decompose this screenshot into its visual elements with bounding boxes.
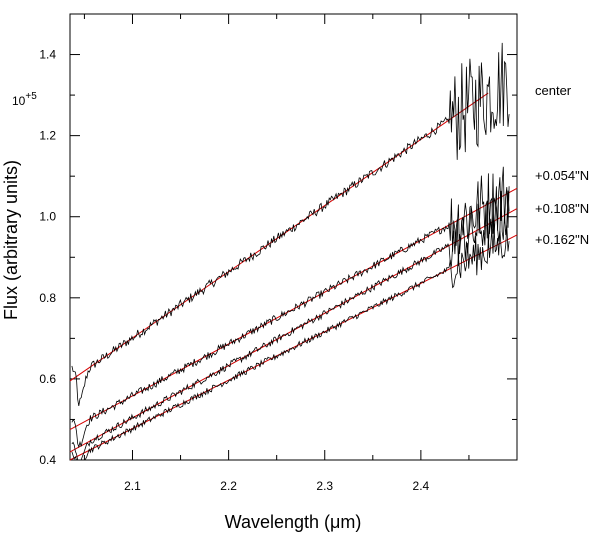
y-multiplier: 10+5 (12, 91, 37, 108)
y-tick-label: 0.8 (39, 291, 56, 305)
y-multiplier-base: 10 (12, 94, 26, 108)
x-tick-label: 2.1 (124, 479, 141, 493)
y-multiplier-exponent: +5 (25, 91, 37, 102)
x-tick-label: 2.3 (316, 479, 333, 493)
axis-tick-labels: 2.1 2.2 2.3 2.4 0.4 0.6 0.8 1.0 1.2 1.4 (39, 48, 429, 493)
y-axis-title: Flux (arbitrary units) (1, 160, 21, 320)
series-labels: center +0.054"N +0.108"N +0.162"N (535, 83, 589, 247)
series-label-0.108N: +0.108"N (535, 201, 589, 216)
spectra-lines (71, 42, 510, 461)
x-tick-label: 2.4 (413, 479, 430, 493)
y-tick-label: 1.4 (39, 48, 56, 62)
y-tick-label: 0.4 (39, 453, 56, 467)
x-axis-title: Wavelength (μm) (225, 512, 362, 532)
spectrum-0.054N (71, 166, 510, 449)
y-tick-label: 0.6 (39, 372, 56, 386)
plot-frame (69, 13, 518, 461)
x-tick-label: 2.2 (220, 479, 237, 493)
series-label-center: center (535, 83, 572, 98)
y-tick-label: 1.2 (39, 129, 56, 143)
series-label-0.054N: +0.054"N (535, 168, 589, 183)
spectrum-0.162N (71, 225, 510, 461)
axis-ticks (70, 13, 517, 461)
y-tick-label: 1.0 (39, 210, 56, 224)
spectrum-center (71, 42, 510, 406)
spectrum-0.108N (71, 190, 510, 461)
series-label-0.162N: +0.162"N (535, 232, 589, 247)
